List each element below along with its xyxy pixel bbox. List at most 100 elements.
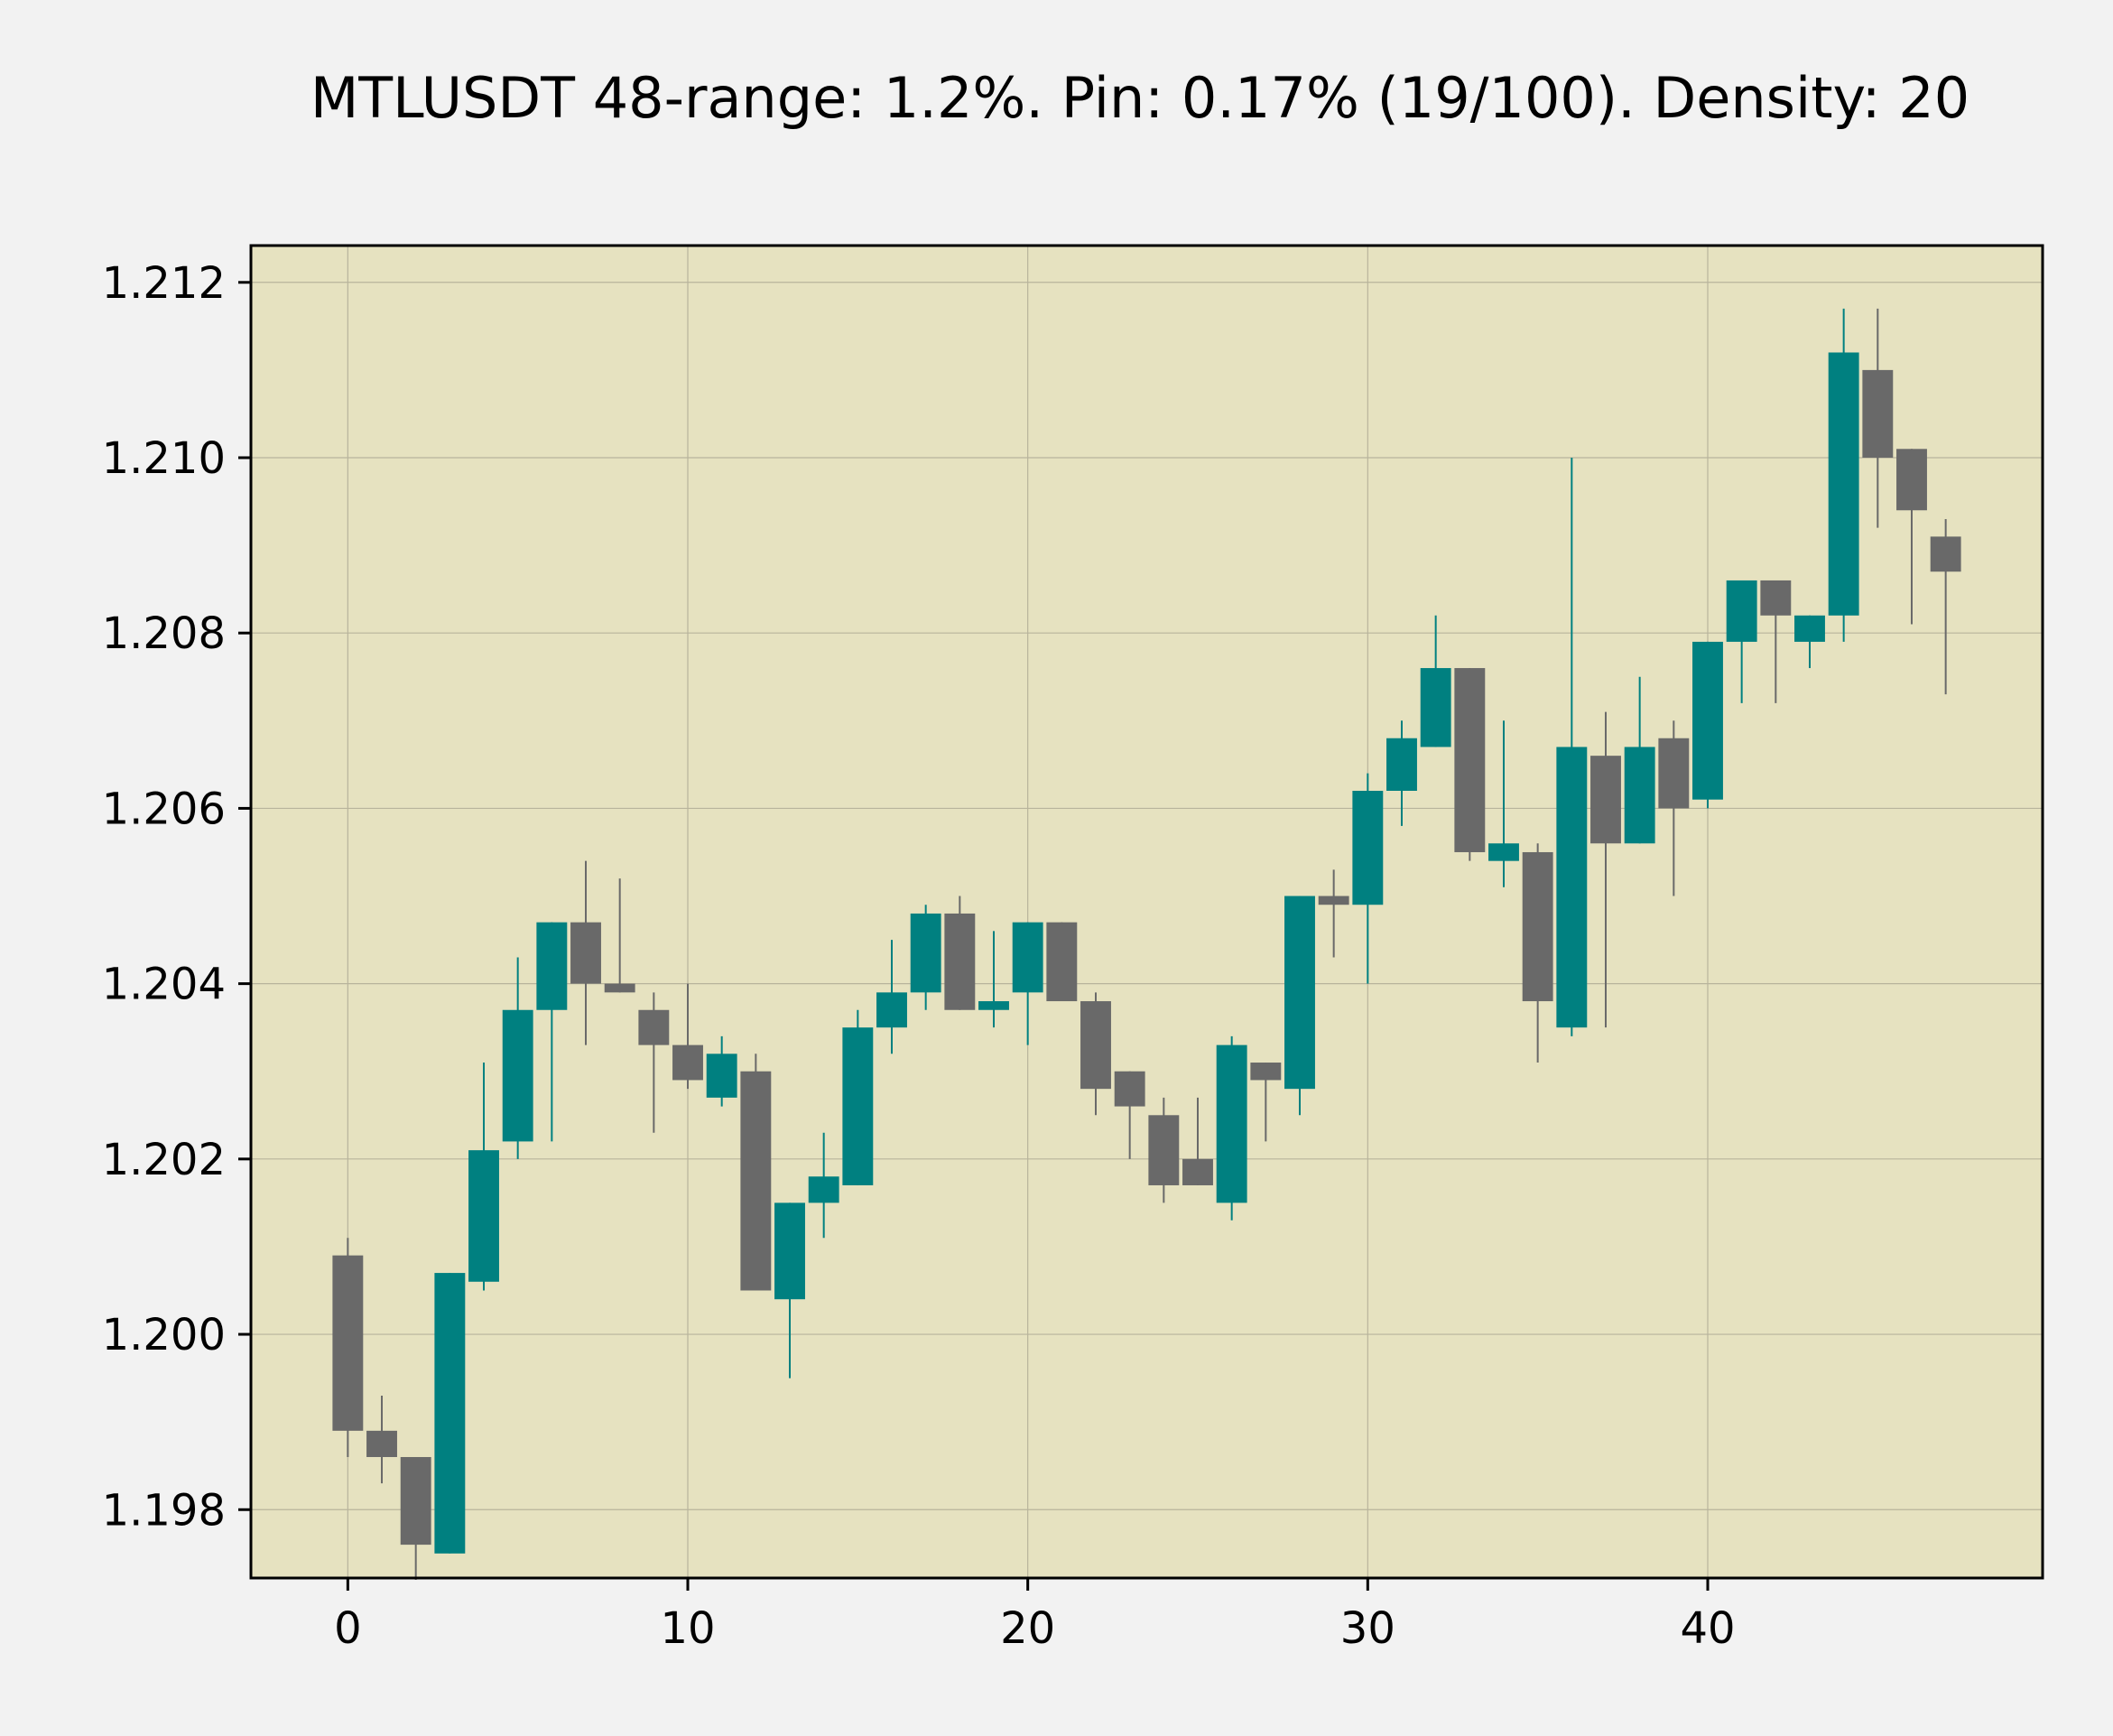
candle bbox=[468, 1063, 499, 1291]
candle bbox=[1862, 308, 1894, 528]
candle bbox=[1692, 641, 1723, 809]
candle bbox=[1454, 668, 1486, 861]
candle bbox=[332, 1238, 364, 1457]
candle bbox=[400, 1456, 431, 1580]
candle bbox=[774, 1202, 805, 1379]
plot-frame bbox=[249, 244, 2044, 1580]
x-tick-label: 0 bbox=[334, 1603, 362, 1654]
x-tick-label: 30 bbox=[1340, 1603, 1395, 1654]
candle bbox=[638, 992, 670, 1133]
candle-body bbox=[400, 1456, 431, 1546]
candle bbox=[740, 1054, 772, 1291]
candle-body bbox=[1250, 1063, 1282, 1081]
candle bbox=[1624, 676, 1655, 844]
candle-body bbox=[366, 1430, 397, 1457]
candle-body bbox=[502, 1009, 533, 1142]
y-tick-label: 1.202 bbox=[102, 1135, 226, 1185]
candle-body bbox=[1352, 790, 1384, 905]
plot-area bbox=[251, 246, 2043, 1578]
candle bbox=[1522, 843, 1553, 1063]
candle-body bbox=[1930, 536, 1961, 572]
candle bbox=[1182, 1097, 1213, 1185]
candle-body bbox=[1182, 1158, 1213, 1185]
candle bbox=[1080, 992, 1111, 1116]
candle bbox=[1760, 580, 1792, 703]
candle bbox=[1352, 773, 1384, 984]
candle-body bbox=[1828, 352, 1859, 616]
candle bbox=[842, 1009, 874, 1185]
candle-body bbox=[1046, 922, 1078, 1002]
candle-body bbox=[1488, 843, 1519, 861]
candle bbox=[1488, 720, 1519, 887]
candle-body bbox=[808, 1176, 839, 1203]
x-tick-label: 20 bbox=[1000, 1603, 1055, 1654]
chart-title: MTLUSDT 48-range: 1.2%. Pin: 0.17% (19/1… bbox=[310, 65, 1969, 131]
candle bbox=[1658, 720, 1690, 896]
candles bbox=[332, 308, 1961, 1580]
candle-body bbox=[910, 913, 941, 993]
candle bbox=[944, 896, 976, 1010]
candle bbox=[1794, 615, 1825, 669]
candle-body bbox=[1760, 580, 1792, 616]
candle-body bbox=[1284, 896, 1315, 1090]
candle-body bbox=[434, 1273, 466, 1554]
candle-body bbox=[1692, 641, 1723, 800]
candle-body bbox=[1080, 1001, 1111, 1090]
candle-body bbox=[706, 1054, 737, 1098]
candle bbox=[434, 1273, 466, 1554]
candle bbox=[1114, 1071, 1145, 1159]
candle bbox=[706, 1035, 737, 1107]
candle-body bbox=[774, 1202, 805, 1300]
y-tick-label: 1.200 bbox=[102, 1310, 226, 1360]
candle bbox=[1726, 580, 1757, 703]
y-axis: 1.198 1.200 1.202 1.204 1.206 1.208 1.210 1.212 bbox=[102, 258, 251, 1536]
candle-body bbox=[1794, 615, 1825, 642]
candle-body bbox=[876, 992, 907, 1028]
candle bbox=[1386, 720, 1417, 826]
x-tick-label: 10 bbox=[660, 1603, 715, 1654]
candle-body bbox=[842, 1027, 874, 1185]
y-tick-label: 1.210 bbox=[102, 433, 226, 484]
candle-body bbox=[740, 1071, 772, 1291]
candle-body bbox=[468, 1150, 499, 1282]
candle-body bbox=[1522, 851, 1553, 1002]
y-tick-label: 1.212 bbox=[102, 258, 226, 309]
candle bbox=[1590, 711, 1621, 1028]
candle-body bbox=[1624, 747, 1655, 844]
candle bbox=[1896, 449, 1927, 625]
candle-body bbox=[1386, 738, 1417, 791]
candle bbox=[570, 860, 601, 1045]
candle bbox=[1556, 457, 1588, 1036]
candle bbox=[536, 922, 568, 1142]
candle-body bbox=[1216, 1044, 1247, 1203]
candle-body bbox=[638, 1009, 670, 1045]
y-tick-label: 1.208 bbox=[102, 608, 226, 659]
candle-body bbox=[1148, 1115, 1180, 1185]
candle-body bbox=[1420, 668, 1451, 747]
y-tick-label: 1.204 bbox=[102, 960, 226, 1010]
candle bbox=[1216, 1035, 1247, 1221]
candle-body bbox=[1862, 369, 1894, 458]
candle bbox=[1318, 869, 1349, 958]
candle bbox=[604, 878, 635, 993]
x-axis: 0 10 20 30 40 bbox=[334, 1578, 1736, 1654]
candle-body bbox=[944, 913, 976, 1010]
y-tick-label: 1.206 bbox=[102, 784, 226, 834]
candle bbox=[1250, 1063, 1282, 1142]
candle-body bbox=[1726, 580, 1757, 642]
candle-body bbox=[1012, 922, 1043, 993]
candle-body bbox=[978, 1001, 1009, 1010]
candle-body bbox=[1556, 747, 1588, 1028]
candle-body bbox=[1658, 738, 1690, 809]
candle-body bbox=[536, 922, 568, 1010]
candle bbox=[672, 983, 703, 1090]
x-tick-label: 40 bbox=[1680, 1603, 1735, 1654]
candle-body bbox=[1318, 896, 1349, 905]
candle bbox=[1284, 896, 1315, 1116]
candle bbox=[366, 1396, 397, 1484]
candle bbox=[910, 905, 941, 1010]
candle bbox=[1012, 922, 1043, 1045]
candle bbox=[876, 940, 907, 1054]
candle-body bbox=[672, 1044, 703, 1081]
